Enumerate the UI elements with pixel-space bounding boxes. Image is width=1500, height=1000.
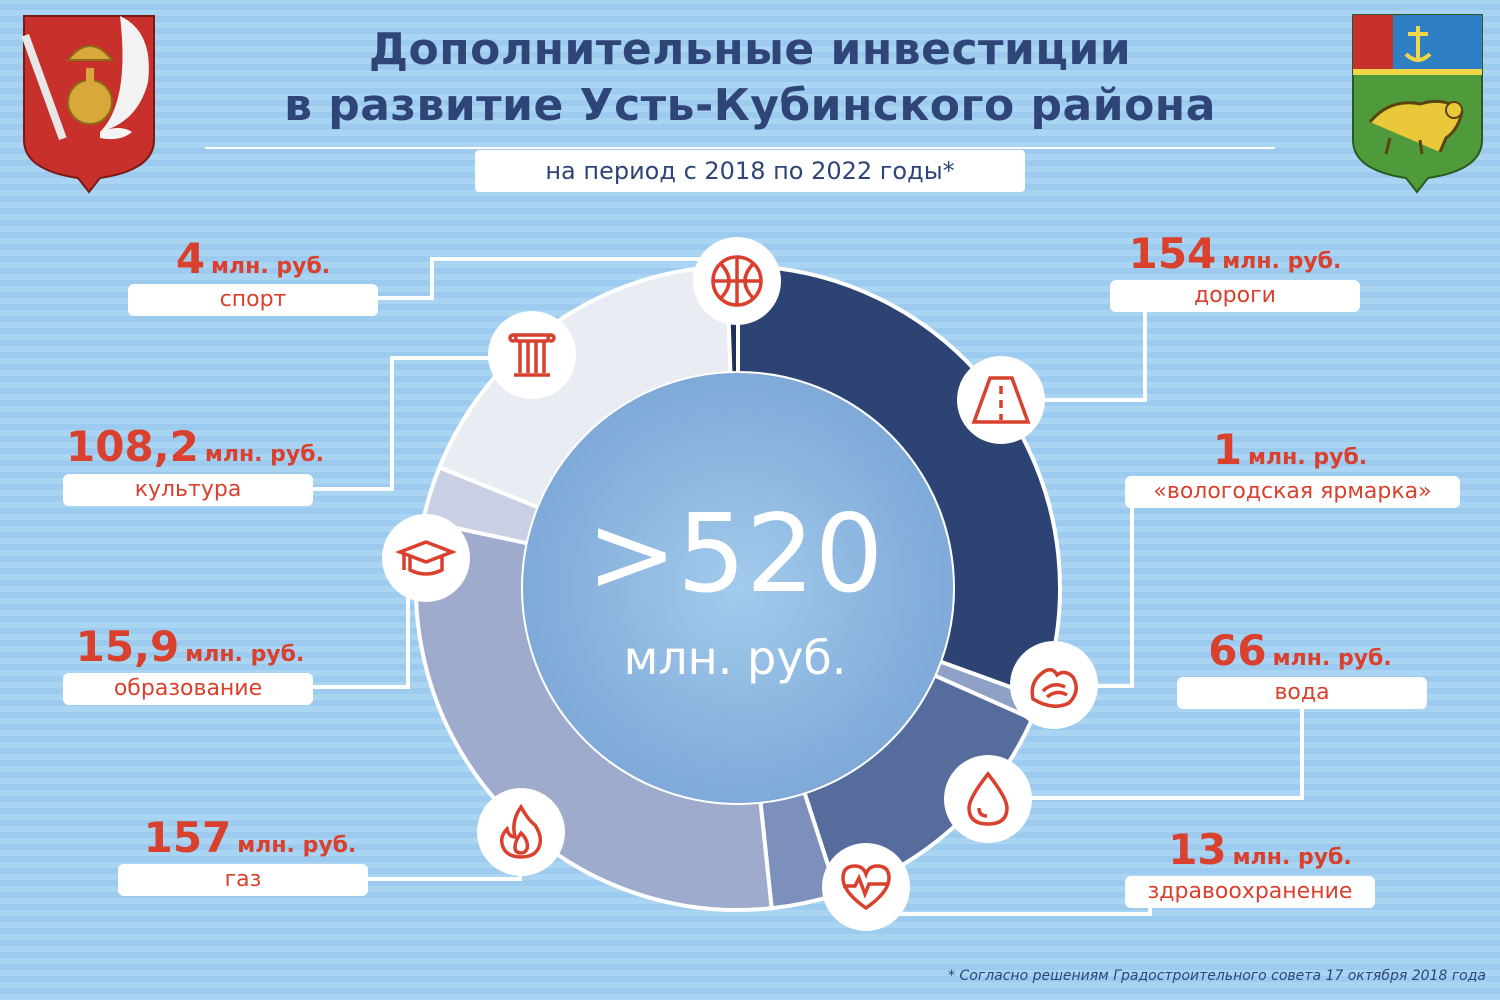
value-education-number: 15,9	[75, 622, 180, 671]
total-unit: млн. руб.	[623, 631, 847, 685]
value-gas: 157 млн. руб.	[110, 813, 390, 862]
value-roads-unit: млн. руб.	[1222, 249, 1342, 274]
value-education-unit: млн. руб.	[185, 642, 305, 667]
leader-line-0	[378, 257, 700, 300]
value-fair-unit: млн. руб.	[1248, 445, 1368, 470]
page-title: Дополнительные инвестиции в развитие Уст…	[230, 22, 1270, 134]
value-fair: 1 млн. руб.	[1150, 425, 1430, 474]
total-value: >520	[586, 492, 884, 617]
donut-ring	[414, 263, 1062, 912]
footnote: * Согласно решениям Градостроительного с…	[948, 968, 1486, 984]
title-line-1: Дополнительные инвестиции	[368, 24, 1132, 75]
leader-line-1	[313, 356, 490, 491]
label-roads: дороги	[1110, 280, 1360, 312]
value-health: 13 млн. руб.	[1130, 825, 1390, 874]
flame-icon	[477, 788, 565, 876]
label-health: здравоохранение	[1125, 876, 1375, 908]
donut-center	[523, 373, 953, 803]
label-sport: спорт	[128, 284, 378, 316]
value-water-unit: млн. руб.	[1272, 646, 1392, 671]
value-sport: 4 млн. руб.	[128, 234, 378, 283]
title-line-2: в развитие Усть-Кубинского района	[284, 80, 1216, 131]
label-water: вода	[1177, 677, 1427, 709]
leader-line-2	[313, 590, 410, 689]
value-water-number: 66	[1208, 626, 1267, 675]
value-culture-unit: млн. руб.	[204, 442, 324, 467]
value-culture: 108,2 млн. руб.	[30, 422, 360, 471]
leader-line-7	[866, 906, 1152, 916]
subtitle: на период с 2018 по 2022 годы*	[475, 150, 1025, 192]
column-icon	[488, 311, 576, 399]
leader-line-4	[1040, 310, 1147, 402]
value-gas-unit: млн. руб.	[237, 833, 357, 858]
value-culture-number: 108,2	[66, 422, 199, 471]
label-education: образование	[63, 673, 313, 705]
value-fair-number: 1	[1212, 425, 1243, 474]
heart-pulse-icon	[822, 843, 910, 931]
label-culture: культура	[63, 474, 313, 506]
road-icon	[957, 356, 1045, 444]
label-gas: газ	[118, 864, 368, 896]
label-fair: «вологодская ярмарка»	[1125, 476, 1460, 508]
value-roads-number: 154	[1128, 229, 1217, 278]
value-health-number: 13	[1168, 825, 1227, 874]
water-drop-icon	[944, 755, 1032, 843]
title-divider	[205, 147, 1275, 149]
leader-line-6	[1030, 707, 1304, 800]
value-education: 15,9 млн. руб.	[40, 622, 340, 671]
basketball-icon	[693, 237, 781, 325]
value-roads: 154 млн. руб.	[1100, 229, 1370, 278]
graduation-cap-icon	[382, 514, 470, 602]
ust-kubinsky-coat-of-arms-icon	[1352, 14, 1483, 194]
value-health-unit: млн. руб.	[1232, 845, 1352, 870]
value-sport-unit: млн. руб.	[211, 254, 331, 279]
leader-line-3	[368, 870, 522, 881]
value-water: 66 млн. руб.	[1170, 626, 1430, 675]
vologda-coat-of-arms-icon	[21, 15, 155, 194]
leader-lines	[313, 257, 1304, 916]
leader-line-5	[1093, 503, 1134, 688]
value-gas-number: 157	[143, 813, 232, 862]
fair-pastry-icon	[1010, 641, 1098, 729]
value-sport-number: 4	[175, 234, 206, 283]
